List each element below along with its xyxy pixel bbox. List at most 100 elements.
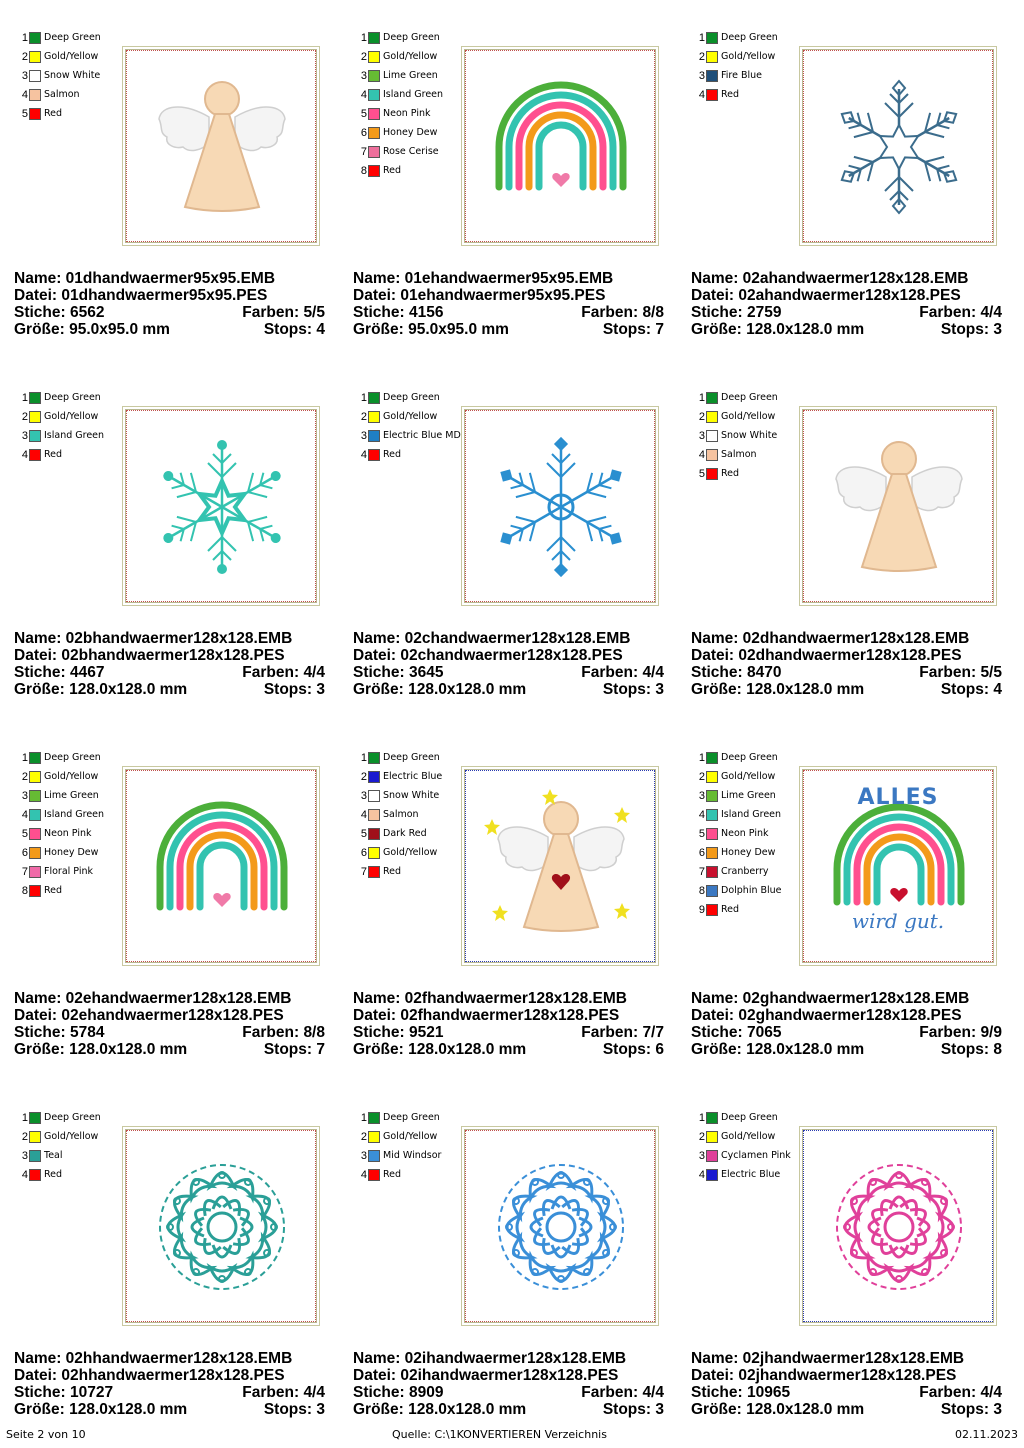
design-name: Name: 02ghandwaermer128x128.EMB [691, 990, 970, 1007]
color-list: 1 Deep Green 2 Gold/Yellow 3 Lime Green 4 Islan… [695, 748, 805, 919]
color-row: 1 Deep Green [357, 748, 467, 767]
color-name: Dolphin Blue [721, 885, 782, 896]
color-row: 8 Red [357, 161, 467, 180]
design-name: Name: 02fhandwaermer128x128.EMB [353, 990, 627, 1007]
color-swatch [368, 808, 380, 821]
design-size: Größe: 128.0x128.0 mm [691, 321, 865, 338]
color-row: 8 Red [18, 881, 128, 900]
color-name: Deep Green [44, 1112, 101, 1123]
color-name: Gold/Yellow [721, 411, 776, 422]
design-preview [799, 1126, 997, 1326]
color-swatch [706, 770, 718, 783]
design-size: Größe: 128.0x128.0 mm [14, 1401, 188, 1418]
color-row: 4 Red [18, 445, 128, 464]
color-swatch [368, 1168, 380, 1181]
color-swatch [29, 31, 41, 44]
design-preview [461, 766, 659, 966]
color-row: 2 Gold/Yellow [695, 767, 805, 786]
file-line: Datei: 01ehandwaermer95x95.PES [353, 287, 664, 304]
color-number: 4 [21, 448, 28, 461]
color-swatch [368, 789, 380, 802]
color-swatch [706, 865, 718, 878]
name-line: Name: 02fhandwaermer128x128.EMB [353, 990, 664, 1007]
design-file: Datei: 02ahandwaermer128x128.PES [691, 287, 961, 304]
color-row: 3 Island Green [18, 426, 128, 445]
design-size: Größe: 128.0x128.0 mm [691, 1041, 865, 1058]
color-name: Deep Green [721, 32, 778, 43]
color-number: 2 [698, 410, 705, 423]
file-line: Datei: 02ihandwaermer128x128.PES [353, 1367, 664, 1384]
design-info: Name: 02bhandwaermer128x128.EMB Datei: 0… [14, 630, 325, 698]
color-name: Red [44, 885, 63, 896]
color-row: 2 Gold/Yellow [357, 1127, 467, 1146]
color-number: 5 [360, 827, 367, 840]
file-line: Datei: 01dhandwaermer95x95.PES [14, 287, 325, 304]
size-line: Größe: 128.0x128.0 mm Stops: 3 [14, 681, 325, 698]
color-row: 2 Gold/Yellow [18, 767, 128, 786]
color-number: 5 [21, 827, 28, 840]
color-swatch [29, 846, 41, 859]
color-swatch [706, 903, 718, 916]
color-swatch [368, 1149, 380, 1162]
stop-count: Stops: 3 [940, 1401, 1002, 1418]
color-row: 4 Red [18, 1165, 128, 1184]
color-name: Red [721, 904, 740, 915]
color-swatch [368, 410, 380, 423]
color-number: 7 [360, 145, 367, 158]
design-card: 1 Deep Green 2 Gold/Yellow 3 Island Green 4 Red… [0, 360, 338, 720]
color-number: 4 [21, 808, 28, 821]
design-card: 1 Deep Green 2 Gold/Yellow 3 Lime Green 4 Islan… [339, 0, 677, 360]
color-row: 4 Salmon [18, 85, 128, 104]
color-name: Snow White [383, 790, 440, 801]
color-name: Red [44, 449, 63, 460]
color-swatch [706, 1111, 718, 1124]
color-name: Red [44, 108, 63, 119]
color-count: Farben: 4/4 [581, 664, 664, 681]
design-name: Name: 02ihandwaermer128x128.EMB [353, 1350, 627, 1367]
color-row: 1 Deep Green [18, 1108, 128, 1127]
color-number: 2 [21, 410, 28, 423]
color-name: Gold/Yellow [44, 771, 99, 782]
color-row: 7 Red [357, 862, 467, 881]
design-info: Name: 02dhandwaermer128x128.EMB Datei: 0… [691, 630, 1002, 698]
color-swatch [29, 1111, 41, 1124]
stitch-count: Stiche: 7065 [691, 1024, 782, 1041]
color-number: 1 [21, 391, 28, 404]
file-line: Datei: 02jhandwaermer128x128.PES [691, 1367, 1002, 1384]
color-number: 4 [360, 88, 367, 101]
color-number: 1 [21, 751, 28, 764]
color-row: 4 Island Green [18, 805, 128, 824]
size-line: Größe: 128.0x128.0 mm Stops: 3 [691, 321, 1002, 338]
color-row: 2 Gold/Yellow [695, 47, 805, 66]
design-info: Name: 01ehandwaermer95x95.EMB Datei: 01e… [353, 270, 664, 338]
color-number: 7 [698, 865, 705, 878]
color-row: 2 Gold/Yellow [18, 407, 128, 426]
color-swatch [368, 1130, 380, 1143]
color-row: 3 Teal [18, 1146, 128, 1165]
stitch-count: Stiche: 4156 [353, 304, 444, 321]
color-number: 1 [360, 391, 367, 404]
color-number: 8 [360, 164, 367, 177]
stitch-line: Stiche: 9521 Farben: 7/7 [353, 1024, 664, 1041]
design-name: Name: 01dhandwaermer95x95.EMB [14, 270, 276, 287]
color-name: Deep Green [721, 1112, 778, 1123]
color-name: Electric Blue [721, 1169, 781, 1180]
color-name: Mid Windsor [383, 1150, 442, 1161]
color-row: 1 Deep Green [695, 388, 805, 407]
color-number: 8 [698, 884, 705, 897]
color-number: 6 [21, 846, 28, 859]
color-name: Dark Red [383, 828, 427, 839]
name-line: Name: 01ehandwaermer95x95.EMB [353, 270, 664, 287]
color-row: 7 Floral Pink [18, 862, 128, 881]
color-name: Gold/Yellow [383, 51, 438, 62]
color-list: 1 Deep Green 2 Gold/Yellow 3 Teal 4 Red [18, 1108, 128, 1184]
design-file: Datei: 02dhandwaermer128x128.PES [691, 647, 962, 664]
color-number: 5 [698, 827, 705, 840]
size-line: Größe: 95.0x95.0 mm Stops: 4 [14, 321, 325, 338]
print-date: 02.11.2023 [955, 1428, 1018, 1441]
color-number: 4 [698, 88, 705, 101]
color-name: Deep Green [721, 392, 778, 403]
design-file: Datei: 01ehandwaermer95x95.PES [353, 287, 606, 304]
color-swatch [706, 789, 718, 802]
